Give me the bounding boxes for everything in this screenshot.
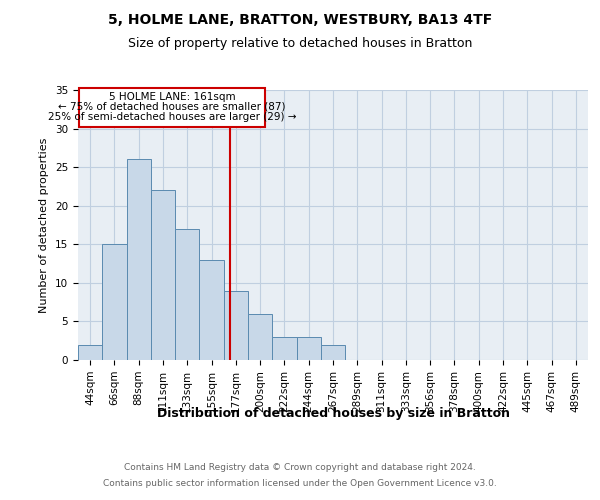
Bar	[321, 344, 345, 360]
Bar	[151, 190, 175, 360]
Text: ← 75% of detached houses are smaller (87): ← 75% of detached houses are smaller (87…	[58, 102, 286, 112]
Bar	[272, 337, 296, 360]
Bar	[78, 344, 102, 360]
Bar	[127, 160, 151, 360]
Bar	[175, 229, 199, 360]
Bar	[102, 244, 127, 360]
Y-axis label: Number of detached properties: Number of detached properties	[40, 138, 49, 312]
Text: Distribution of detached houses by size in Bratton: Distribution of detached houses by size …	[157, 408, 509, 420]
Text: 25% of semi-detached houses are larger (29) →: 25% of semi-detached houses are larger (…	[48, 112, 296, 122]
Text: Contains public sector information licensed under the Open Government Licence v3: Contains public sector information licen…	[103, 479, 497, 488]
Text: Size of property relative to detached houses in Bratton: Size of property relative to detached ho…	[128, 38, 472, 51]
Text: 5, HOLME LANE, BRATTON, WESTBURY, BA13 4TF: 5, HOLME LANE, BRATTON, WESTBURY, BA13 4…	[108, 12, 492, 26]
Bar	[79, 88, 265, 127]
Bar	[224, 290, 248, 360]
Text: 5 HOLME LANE: 161sqm: 5 HOLME LANE: 161sqm	[109, 92, 235, 102]
Bar	[248, 314, 272, 360]
Bar	[199, 260, 224, 360]
Text: Contains HM Land Registry data © Crown copyright and database right 2024.: Contains HM Land Registry data © Crown c…	[124, 462, 476, 471]
Bar	[296, 337, 321, 360]
